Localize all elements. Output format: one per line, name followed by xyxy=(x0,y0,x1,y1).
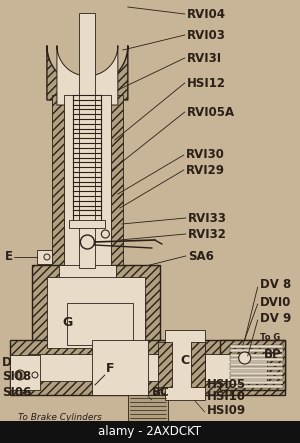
Polygon shape xyxy=(47,46,128,100)
Circle shape xyxy=(32,372,38,378)
Bar xyxy=(69,220,105,228)
Text: RVI30: RVI30 xyxy=(186,148,225,162)
Bar xyxy=(230,381,283,384)
Text: HSI10: HSI10 xyxy=(207,390,246,404)
Bar xyxy=(230,345,283,348)
Text: G: G xyxy=(63,315,73,329)
Bar xyxy=(64,95,111,280)
Text: DV 9: DV 9 xyxy=(260,312,291,326)
Bar xyxy=(32,265,160,360)
Bar xyxy=(191,342,205,387)
Bar xyxy=(230,363,283,366)
Text: RVI32: RVI32 xyxy=(188,228,226,241)
Text: RVI3I: RVI3I xyxy=(187,51,222,65)
Text: alamy - 2AXDCKT: alamy - 2AXDCKT xyxy=(98,425,201,439)
Text: HSI09: HSI09 xyxy=(207,404,246,416)
Text: DVI0: DVI0 xyxy=(260,295,291,308)
Bar xyxy=(230,385,283,388)
Text: RVI03: RVI03 xyxy=(187,28,226,42)
Bar xyxy=(230,367,283,370)
Text: C: C xyxy=(180,354,189,366)
Circle shape xyxy=(44,254,50,260)
Text: SA6: SA6 xyxy=(188,249,214,263)
Bar xyxy=(67,303,133,345)
Text: SI08: SI08 xyxy=(2,370,31,384)
Bar xyxy=(230,376,283,379)
Text: D: D xyxy=(2,355,12,369)
Circle shape xyxy=(80,235,94,249)
Bar xyxy=(128,395,168,438)
Bar xyxy=(80,13,95,268)
Bar xyxy=(230,354,283,357)
Text: RVI04: RVI04 xyxy=(187,8,226,20)
Bar xyxy=(0,421,300,443)
Bar xyxy=(59,265,116,300)
Bar xyxy=(92,340,148,395)
Circle shape xyxy=(239,352,251,364)
Bar xyxy=(111,95,123,280)
Text: SI06: SI06 xyxy=(2,385,31,399)
Bar xyxy=(47,277,145,348)
Text: BC: BC xyxy=(152,386,170,400)
Bar xyxy=(158,342,172,387)
Text: RVI33: RVI33 xyxy=(188,211,226,225)
Bar xyxy=(10,340,285,395)
Bar xyxy=(230,350,283,353)
Bar xyxy=(230,358,283,361)
Text: RVI29: RVI29 xyxy=(186,163,225,176)
Circle shape xyxy=(101,230,110,238)
Bar xyxy=(165,330,205,400)
Bar xyxy=(230,372,283,375)
Bar xyxy=(220,340,285,390)
Bar xyxy=(37,250,52,264)
Text: F: F xyxy=(106,361,114,374)
Bar xyxy=(116,265,128,300)
Text: HSI05: HSI05 xyxy=(207,377,246,390)
Bar xyxy=(55,295,145,345)
Text: BP: BP xyxy=(264,347,281,361)
Text: DV 8: DV 8 xyxy=(260,279,291,291)
Text: ¾" Pipe: ¾" Pipe xyxy=(43,424,77,432)
Bar xyxy=(10,355,40,390)
Text: E: E xyxy=(5,250,13,264)
Text: To G: To G xyxy=(260,333,280,342)
Text: RVI05A: RVI05A xyxy=(187,105,235,118)
Text: HSI12: HSI12 xyxy=(187,77,226,89)
Circle shape xyxy=(15,370,25,380)
Polygon shape xyxy=(57,46,118,105)
Bar xyxy=(47,265,59,300)
Bar xyxy=(52,95,64,280)
Bar xyxy=(28,354,267,381)
Text: To Brake Cylinders: To Brake Cylinders xyxy=(18,413,102,423)
